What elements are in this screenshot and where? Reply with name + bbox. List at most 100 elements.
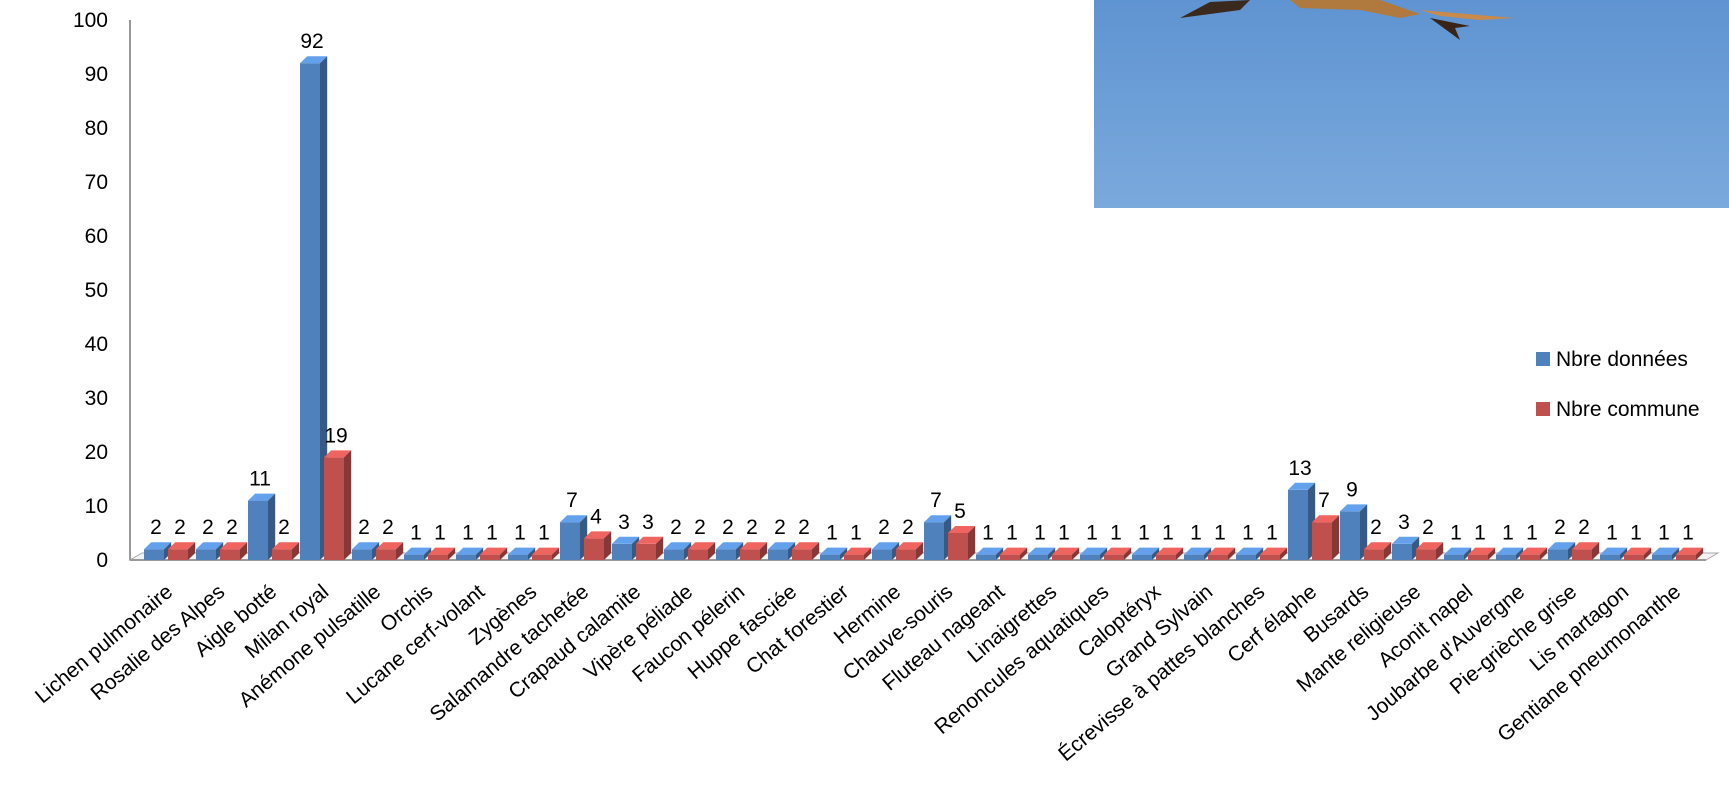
bar <box>532 547 560 560</box>
legend-label: Nbre données <box>1556 348 1688 371</box>
data-label: 2 <box>174 516 186 539</box>
bar <box>664 542 692 560</box>
bar <box>324 450 352 560</box>
bars <box>144 56 1704 560</box>
legend: Nbre données Nbre commune <box>1536 348 1700 421</box>
data-label: 2 <box>670 516 682 539</box>
data-label: 1 <box>1006 522 1018 545</box>
bar <box>1208 547 1236 560</box>
bar <box>896 542 924 560</box>
bar <box>844 547 872 560</box>
bar <box>1520 547 1548 560</box>
bar <box>1104 547 1132 560</box>
data-label: 1 <box>1034 522 1046 545</box>
data-label: 4 <box>590 505 602 528</box>
bar <box>584 531 612 560</box>
bar <box>196 542 224 560</box>
y-tick-label: 10 <box>85 495 108 518</box>
y-tick-label: 70 <box>85 171 108 194</box>
data-label: 1 <box>1138 522 1150 545</box>
legend-swatch <box>1536 402 1550 416</box>
y-tick-label: 30 <box>85 387 108 410</box>
bar <box>1600 547 1628 560</box>
bar <box>1548 542 1576 560</box>
axes: 0 10 20 30 40 50 60 70 80 90 100 <box>73 9 131 572</box>
bar <box>688 542 716 560</box>
bar <box>144 542 172 560</box>
data-label: 11 <box>249 468 271 491</box>
bar <box>1000 547 1028 560</box>
y-tick-label: 20 <box>85 441 108 464</box>
bar <box>352 542 380 560</box>
data-label: 92 <box>300 30 323 53</box>
bar <box>508 547 536 560</box>
data-label: 1 <box>1110 522 1122 545</box>
data-label: 2 <box>1422 516 1434 539</box>
bar <box>456 547 484 560</box>
bar <box>924 515 952 560</box>
data-label: 1 <box>1086 522 1098 545</box>
data-label: 2 <box>226 516 238 539</box>
bar <box>428 547 456 560</box>
data-label: 1 <box>1242 522 1254 545</box>
bar <box>1028 547 1056 560</box>
bar <box>404 547 432 560</box>
bar <box>1236 547 1264 560</box>
data-label: 1 <box>434 522 446 545</box>
bar <box>248 493 276 560</box>
bar <box>1080 547 1108 560</box>
data-label: 1 <box>1606 522 1618 545</box>
bar <box>1496 547 1524 560</box>
data-label: 1 <box>514 522 526 545</box>
bar <box>1340 504 1368 560</box>
bar <box>1416 542 1444 560</box>
bar <box>1676 547 1704 560</box>
data-label: 2 <box>902 516 914 539</box>
bar <box>1260 547 1288 560</box>
bar <box>612 536 640 560</box>
bar <box>976 547 1004 560</box>
bar <box>948 526 976 560</box>
bar <box>1468 547 1496 560</box>
y-tick-label: 0 <box>96 549 108 572</box>
data-label: 1 <box>982 522 994 545</box>
bar <box>820 547 848 560</box>
bar <box>1572 542 1600 560</box>
y-tick-label: 100 <box>73 9 108 32</box>
bar <box>768 542 796 560</box>
data-label: 7 <box>566 489 578 512</box>
data-label: 1 <box>1526 522 1538 545</box>
data-label: 7 <box>930 489 942 512</box>
data-label: 1 <box>850 522 862 545</box>
milan-royal-photo <box>1094 0 1729 208</box>
data-label: 3 <box>1398 511 1410 534</box>
data-label: 1 <box>1266 522 1278 545</box>
bar <box>1392 536 1420 560</box>
bar <box>300 56 328 560</box>
data-label: 2 <box>798 516 810 539</box>
bar <box>168 542 196 560</box>
data-label: 1 <box>1682 522 1694 545</box>
bar <box>716 542 744 560</box>
data-label: 3 <box>618 511 630 534</box>
data-label: 1 <box>1630 522 1642 545</box>
bar <box>1288 482 1316 560</box>
data-label: 2 <box>1370 516 1382 539</box>
y-tick-label: 40 <box>85 333 108 356</box>
data-label: 2 <box>278 516 290 539</box>
data-label: 9 <box>1346 478 1358 501</box>
data-label: 2 <box>358 516 370 539</box>
data-label: 5 <box>954 500 966 523</box>
data-label: 2 <box>202 516 214 539</box>
data-label: 2 <box>746 516 758 539</box>
bar <box>1052 547 1080 560</box>
y-tick-label: 60 <box>85 225 108 248</box>
legend-swatch <box>1536 352 1550 366</box>
bar <box>1624 547 1652 560</box>
data-label: 13 <box>1288 457 1311 480</box>
data-label: 2 <box>1554 516 1566 539</box>
y-tick-label: 90 <box>85 63 108 86</box>
data-label: 2 <box>878 516 890 539</box>
